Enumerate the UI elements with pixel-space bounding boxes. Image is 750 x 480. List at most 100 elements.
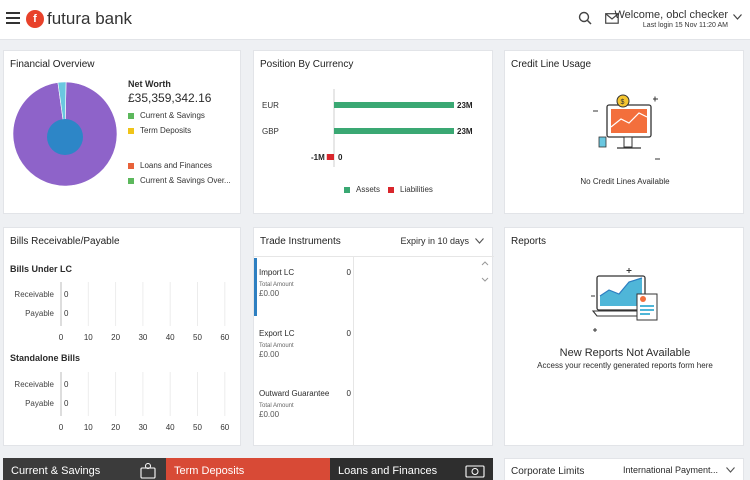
last-login-text: Last login 15 Nov 11:20 AM — [642, 22, 728, 29]
bar-assets — [334, 128, 454, 134]
section-title: Bills Under LC — [10, 264, 73, 274]
legend-current-savings-overdraft[interactable]: Current & Savings Over... — [128, 176, 231, 185]
row-value: 0 — [64, 309, 69, 318]
position-bar-chart[interactable]: EUR GBP 23M 23M -1M 0 — [254, 81, 494, 181]
legend-label: Loans and Finances — [140, 161, 213, 170]
brand-logo[interactable]: f futura bank — [26, 9, 132, 29]
tile-term-deposits[interactable]: Term Deposits — [166, 458, 330, 480]
legend-label: Current & Savings Over... — [140, 176, 231, 185]
user-greeting[interactable]: Welcome, obcl checker Last login 15 Nov … — [614, 9, 728, 29]
mail-icon[interactable] — [605, 13, 619, 24]
legend-swatch — [128, 127, 134, 134]
bills-card: Bills Receivable/Payable Bills Under LC … — [3, 227, 241, 446]
tile-label: Loans and Finances — [338, 465, 438, 477]
divider — [254, 256, 494, 257]
trade-item-export-lc[interactable]: Export LC 0 Total Amount £0.00 — [259, 329, 351, 359]
tile-current-savings[interactable]: Current & Savings — [3, 458, 166, 480]
row-label: Payable — [25, 309, 54, 318]
card-title: Trade Instruments — [260, 236, 341, 247]
no-reports-title: New Reports Not Available — [559, 347, 691, 359]
welcome-text: Welcome, obcl checker — [614, 9, 728, 21]
data-label: 0 — [338, 153, 343, 162]
legend-swatch — [128, 162, 134, 169]
net-worth-value: £35,359,342.16 — [128, 91, 212, 105]
expiry-filter-select[interactable]: Expiry in 10 days — [400, 236, 484, 246]
data-label: -1M — [311, 153, 325, 162]
trade-item-import-lc[interactable]: Import LC 0 Total Amount £0.00 — [259, 268, 351, 298]
scrollbar[interactable] — [480, 258, 490, 286]
divider — [353, 256, 354, 446]
no-credit-lines-text: No Credit Lines Available — [580, 177, 670, 186]
wallet-icon — [140, 463, 156, 479]
pie-center — [47, 119, 83, 155]
category-label: GBP — [262, 127, 279, 136]
chevron-down-icon — [726, 467, 735, 473]
tick-label: 10 — [84, 333, 93, 342]
section-title: Standalone Bills — [10, 353, 81, 363]
chevron-down-icon — [475, 238, 484, 244]
expiry-filter-value: Expiry in 10 days — [400, 236, 469, 246]
corporate-limits-select[interactable]: International Payment... — [623, 465, 735, 475]
net-worth-legend: Net Worth £35,359,342.16 Current & Savin… — [128, 79, 231, 185]
tick-label: 60 — [220, 333, 229, 342]
category-label: EUR — [262, 101, 279, 110]
scroll-arrows-icon — [481, 261, 489, 282]
trade-instruments-card: Trade Instruments Expiry in 10 days Impo… — [253, 227, 494, 446]
card-title: Financial Overview — [10, 59, 95, 70]
tick-label: 40 — [166, 333, 175, 342]
selected-indicator — [254, 258, 257, 316]
trade-item-count: 0 — [346, 268, 351, 277]
legend-swatch — [344, 186, 350, 193]
trade-item-amount: £0.00 — [259, 410, 280, 419]
trade-item-outward-guarantee[interactable]: Outward Guarantee 0 Total Amount £0.00 — [259, 389, 351, 419]
tile-label: Current & Savings — [11, 465, 101, 477]
legend-current-savings[interactable]: Current & Savings — [128, 111, 231, 120]
row-value: 0 — [64, 290, 69, 299]
legend-term-deposits[interactable]: Term Deposits — [128, 126, 231, 135]
net-worth-label: Net Worth — [128, 79, 171, 89]
trade-item-amount-label: Total Amount — [259, 343, 294, 349]
menu-icon[interactable] — [6, 12, 20, 26]
tick-label: 30 — [138, 423, 147, 432]
tick-label: 60 — [220, 423, 229, 432]
trade-item-name: Outward Guarantee — [259, 389, 330, 398]
tick-label: 30 — [138, 333, 147, 342]
bills-under-lc-chart[interactable]: Receivable 0 Payable 0 0 10 20 30 40 50 60 — [4, 278, 242, 348]
tick-label: 40 — [166, 423, 175, 432]
trade-item-amount-label: Total Amount — [259, 403, 294, 409]
chevron-down-icon[interactable] — [733, 14, 742, 20]
credit-line-illustration-icon: $ — [593, 94, 660, 160]
credit-line-card: Credit Line Usage $ No Credit Lines Avai… — [504, 50, 744, 214]
financial-overview-card: Financial Overview Net Worth £35,359,342… — [3, 50, 241, 214]
legend-assets[interactable]: Assets — [356, 185, 381, 194]
trade-item-count: 0 — [346, 389, 351, 398]
row-value: 0 — [64, 380, 69, 389]
legend-label: Current & Savings — [140, 111, 205, 120]
legend-liabilities[interactable]: Liabilities — [400, 185, 433, 194]
money-icon — [465, 465, 485, 478]
legend-loans-finances[interactable]: Loans and Finances — [128, 161, 231, 170]
bar-legend: Assets Liabilities — [344, 185, 433, 194]
position-by-currency-card: Position By Currency EUR GBP 23M 23M -1M 0 As… — [253, 50, 493, 214]
search-icon[interactable] — [578, 11, 592, 25]
bar-assets — [334, 102, 454, 108]
net-worth-pie-chart[interactable] — [11, 79, 119, 189]
trade-item-amount: £0.00 — [259, 289, 280, 298]
select-value: International Payment... — [622, 465, 718, 475]
standalone-bills-chart[interactable]: Receivable 0 Payable 0 0 10 20 30 40 50 60 — [4, 368, 242, 438]
row-label: Receivable — [14, 380, 54, 389]
tick-label: 20 — [111, 423, 120, 432]
row-value: 0 — [64, 399, 69, 408]
tick-label: 50 — [193, 423, 202, 432]
card-title: Reports — [511, 236, 547, 247]
trade-item-count: 0 — [346, 329, 351, 338]
tile-loans-finances[interactable]: Loans and Finances — [330, 458, 493, 480]
legend-swatch — [128, 112, 134, 119]
legend-swatch — [388, 186, 395, 193]
trade-item-name: Export LC — [259, 329, 295, 338]
reports-illustration-icon — [591, 268, 658, 332]
trade-item-amount-label: Total Amount — [259, 282, 294, 288]
legend-swatch — [128, 177, 134, 184]
bar-liabilities — [326, 154, 334, 160]
brand-mark-icon: f — [26, 10, 44, 28]
